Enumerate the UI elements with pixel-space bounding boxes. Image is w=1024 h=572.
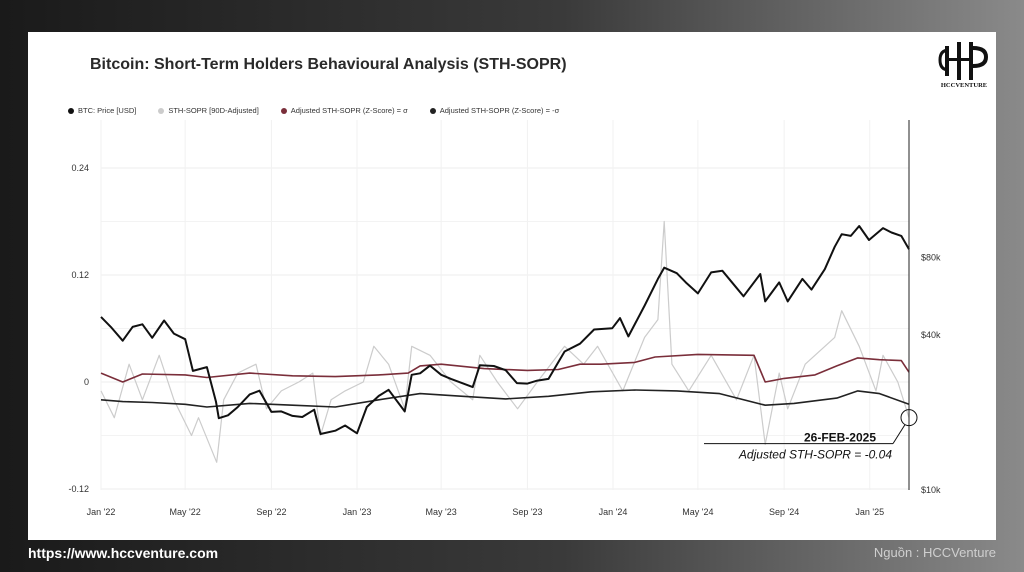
x-tick-label: Jan '25 bbox=[855, 507, 884, 517]
footer-source: Nguồn : HCCVenture bbox=[873, 545, 996, 560]
y-left-tick-label: 0.12 bbox=[71, 270, 89, 280]
x-tick-label: May '24 bbox=[682, 507, 713, 517]
y-left-tick-label: 0.24 bbox=[71, 163, 89, 173]
legend-label: Adjusted STH-SOPR (Z-Score) = -σ bbox=[439, 106, 560, 115]
y-left-tick-label: 0 bbox=[84, 377, 89, 387]
chart-legend: BTC: Price [USD] STH-SOPR [90D-Adjusted]… bbox=[68, 106, 581, 115]
logo-text: HCCVENTURE bbox=[940, 82, 988, 89]
annotation-date: 26-FEB-2025 bbox=[804, 431, 876, 445]
y-left-tick-label: -0.12 bbox=[68, 484, 89, 494]
x-tick-label: May '22 bbox=[170, 507, 201, 517]
lower-band-line bbox=[100, 389, 910, 408]
y-right-tick-label: $80k bbox=[921, 252, 941, 262]
x-tick-label: Sep '24 bbox=[769, 507, 799, 517]
y-right-tick-label: $40k bbox=[921, 330, 941, 340]
legend-item-btc-price[interactable]: BTC: Price [USD] bbox=[68, 106, 136, 115]
legend-label: Adjusted STH-SOPR (Z-Score) = σ bbox=[290, 106, 408, 115]
sth-sopr-line bbox=[100, 220, 910, 463]
legend-label: STH-SOPR [90D-Adjusted] bbox=[168, 106, 259, 115]
annotation-text: Adjusted STH-SOPR = -0.04 bbox=[738, 448, 892, 462]
chart-title: Bitcoin: Short-Term Holders Behavioural … bbox=[90, 56, 567, 73]
y-right-tick-label: $10k bbox=[921, 485, 941, 495]
chart-plot: 0.24 0.12 0 -0.12 $80k $40k $10k Jan '22 May '22… bbox=[68, 120, 941, 517]
hccventure-logo: HCCVENTURE bbox=[936, 40, 992, 92]
btc-price-line bbox=[100, 225, 910, 435]
x-tick-label: Sep '23 bbox=[512, 507, 542, 517]
annotation-marker bbox=[900, 409, 918, 427]
logo-mark-icon bbox=[938, 42, 989, 80]
x-tick-label: May '23 bbox=[426, 507, 457, 517]
x-tick-label: Sep '22 bbox=[256, 507, 286, 517]
upper-band-line bbox=[100, 353, 910, 383]
legend-dot-icon bbox=[158, 107, 165, 114]
legend-dot-icon bbox=[429, 107, 436, 114]
footer-website-link[interactable]: https://www.hccventure.com bbox=[28, 545, 219, 561]
legend-label: BTC: Price [USD] bbox=[78, 106, 137, 115]
x-tick-label: Jan '23 bbox=[343, 507, 372, 517]
x-tick-label: Jan '24 bbox=[599, 507, 628, 517]
legend-item-upper-band[interactable]: Adjusted STH-SOPR (Z-Score) = σ bbox=[280, 106, 408, 115]
legend-dot-icon bbox=[280, 107, 287, 114]
legend-item-lower-band[interactable]: Adjusted STH-SOPR (Z-Score) = -σ bbox=[429, 106, 560, 115]
chart-card: Bitcoin: Short-Term Holders Behavioural … bbox=[28, 32, 996, 540]
x-tick-label: Jan '22 bbox=[87, 507, 116, 517]
legend-item-sth-sopr[interactable]: STH-SOPR [90D-Adjusted] bbox=[158, 106, 259, 115]
legend-dot-icon bbox=[68, 107, 74, 114]
annotation-leader-line bbox=[892, 424, 906, 444]
